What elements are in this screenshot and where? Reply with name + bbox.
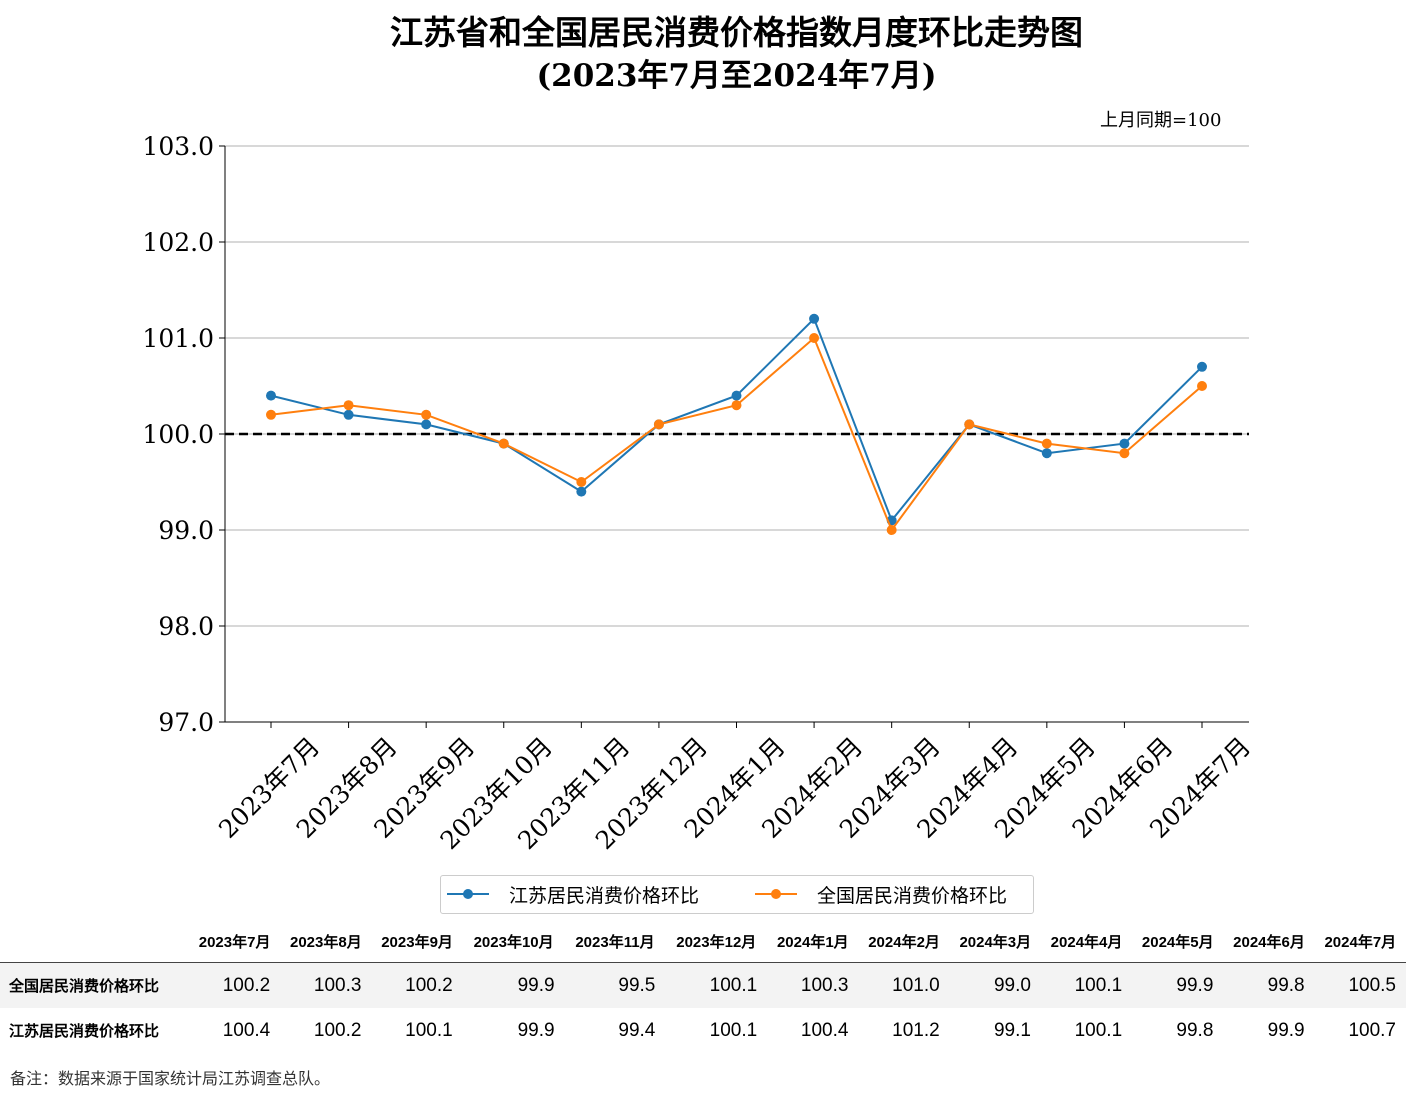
chart-subtitle: (2023年7月至2024年7月) [536,58,937,94]
data-point-national [731,400,742,411]
data-table: 2023年7月 2023年8月 2023年9月 2023年10月 2023年11… [0,921,1406,1053]
data-point-jiangsu [731,390,742,401]
table-header-cell: 2024年5月 [1132,921,1224,963]
table-header-cell: 2024年3月 [949,921,1041,963]
data-point-national [1119,448,1130,459]
table-row-label: 全国居民消费价格环比 [0,962,189,1008]
table-row-label: 江苏居民消费价格环比 [9,1023,160,1040]
data-point-national [343,400,354,411]
line-chart: 97.098.099.0100.0101.0102.0103.02023年7月2… [142,132,1256,855]
table-header-cell: 2023年8月 [280,921,372,963]
table-cell: 100.2 [313,1019,362,1041]
table-header-cell: 2023年9月 [371,921,463,963]
data-point-national [886,525,897,535]
table-cell: 99.5 [564,962,666,1008]
data-point-national [1041,438,1052,449]
legend-swatch-national [755,876,797,913]
table-cell: 101.0 [858,962,950,1008]
y-tick-label: 98.0 [158,612,214,641]
table-cell: 100.1 [1074,1019,1123,1041]
table-cell: 99.9 [1267,1019,1305,1041]
table-cell: 100.1 [709,1019,758,1041]
table-header-cell: 2023年11月 [564,921,666,963]
legend-label-national: 全国居民消费价格环比 [817,885,1008,907]
base-note: 上月同期=100 [1100,110,1222,131]
table-cell: 100.5 [1314,962,1406,1008]
table-cell: 99.4 [618,1019,656,1041]
series-line-jiangsu [270,317,1203,523]
y-tick-label: 100.0 [142,420,214,449]
table-header-row: 2023年7月 2023年8月 2023年9月 2023年10月 2023年11… [0,921,1406,963]
data-point-national [576,477,587,487]
table-cell: 100.1 [665,962,768,1008]
table-row-national: 全国居民消费价格环比 100.2 100.3 100.2 99.9 99.5 1… [0,962,1406,1008]
data-point-national [266,409,276,420]
table-cell: 99.1 [993,1019,1031,1041]
table-cell: 99.0 [949,962,1041,1008]
legend-item-jiangsu: 江苏居民消费价格环比 [447,876,699,913]
data-point-national [1197,381,1207,391]
table-header-cell: 2023年7月 [189,921,281,963]
table-cell: 100.1 [1040,962,1133,1008]
table-cell: 100.4 [800,1019,849,1041]
y-tick-label: 101.0 [142,324,214,353]
data-point-jiangsu [1197,361,1207,372]
y-tick-label: 103.0 [142,132,214,161]
data-point-national [653,419,664,430]
table-cell: 100.4 [222,1019,271,1041]
table-header-cell: 2023年10月 [462,921,565,963]
legend-swatch-jiangsu [447,876,489,913]
table-cell: 100.2 [371,962,463,1008]
table-row-jiangsu: 江苏居民消费价格环比 100.4 100.2 100.1 99.9 99.4 1… [0,1008,1406,1053]
table-cell: 99.9 [517,1019,555,1041]
table-cell: 100.3 [767,962,859,1008]
legend-label-jiangsu: 江苏居民消费价格环比 [509,885,700,907]
y-tick-label: 102.0 [142,228,214,257]
table-header-cell: 2024年1月 [767,921,859,963]
legend-item-national: 全国居民消费价格环比 [755,876,1007,913]
table-header-cell: 2024年4月 [1040,921,1133,963]
data-point-national [498,438,509,449]
table-header-cell: 2024年7月 [1314,921,1406,963]
footnote: 备注：数据来源于国家统计局江苏调查总队。 [10,1069,331,1088]
data-point-national [421,409,432,420]
data-point-jiangsu [421,419,432,430]
table-header-cell: 2024年2月 [858,921,950,963]
data-point-jiangsu [266,390,276,401]
table-cell: 100.2 [189,962,281,1008]
table-corner-cell [0,921,189,963]
table-cell: 99.9 [462,962,565,1008]
data-point-jiangsu [1041,448,1052,459]
table-cell: 99.8 [1176,1019,1214,1041]
table-header-cell: 2024年6月 [1223,921,1315,963]
table-cell: 100.3 [280,962,372,1008]
data-point-jiangsu [576,486,587,497]
table-cell: 100.1 [405,1019,453,1041]
data-point-jiangsu [343,409,354,420]
table-cell: 101.2 [892,1019,940,1041]
data-point-national [809,333,820,343]
data-point-jiangsu [809,313,820,324]
table-cell: 100.7 [1348,1019,1396,1041]
y-tick-label: 99.0 [158,516,214,545]
chart-legend: 江苏居民消费价格环比 全国居民消费价格环比 [440,875,1034,914]
table-cell: 99.9 [1132,962,1224,1008]
data-point-national [964,419,975,430]
y-tick-label: 97.0 [158,708,214,737]
data-point-jiangsu [1119,438,1130,449]
table-header-cell: 2023年12月 [665,921,768,963]
table-cell: 99.8 [1223,962,1315,1008]
chart-title: 江苏省和全国居民消费价格指数月度环比走势图 [390,13,1083,52]
